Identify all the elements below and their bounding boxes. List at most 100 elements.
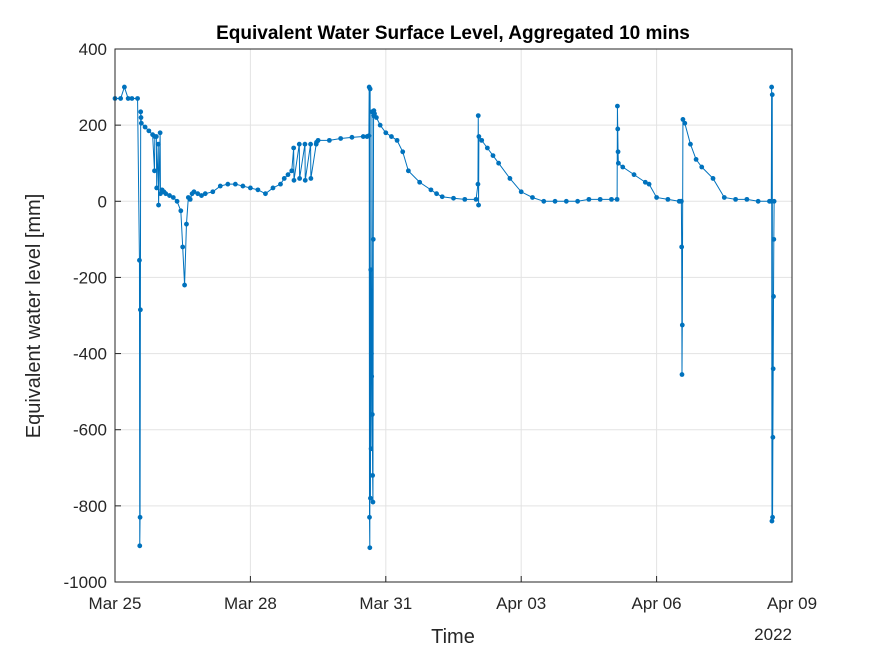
- data-point: [156, 202, 161, 208]
- data-point: [217, 183, 223, 189]
- data-point: [182, 282, 187, 288]
- data-point: [367, 514, 372, 520]
- data-point: [187, 196, 193, 202]
- x-axis-label: Time: [431, 626, 475, 648]
- data-point: [137, 543, 143, 549]
- data-point: [263, 191, 268, 197]
- data-point: [366, 133, 372, 139]
- data-point: [240, 183, 246, 189]
- x-tick-label: Mar 25: [89, 594, 142, 613]
- data-point: [451, 195, 456, 201]
- data-point: [137, 257, 142, 263]
- plot-area: [115, 49, 792, 582]
- data-point: [615, 126, 621, 132]
- y-tick-label: -400: [73, 345, 107, 364]
- data-point: [297, 176, 303, 181]
- data-point: [270, 185, 276, 191]
- data-point: [142, 124, 148, 130]
- data-point: [118, 96, 124, 101]
- data-point: [326, 137, 332, 143]
- data-point: [679, 322, 685, 328]
- data-point: [369, 374, 375, 379]
- data-point: [374, 115, 379, 120]
- data-point: [191, 189, 197, 195]
- data-point: [755, 198, 761, 204]
- x-tick-label: Apr 03: [496, 594, 546, 613]
- data-point: [417, 179, 423, 185]
- data-point: [597, 196, 603, 202]
- data-point: [178, 208, 184, 214]
- series-layer: [112, 84, 777, 551]
- data-point: [129, 96, 135, 101]
- data-point: [665, 196, 671, 202]
- data-point: [615, 103, 620, 109]
- data-point: [693, 157, 699, 162]
- y-tick-label: 200: [79, 116, 107, 135]
- y-tick-label: 400: [79, 40, 107, 59]
- data-point: [615, 160, 621, 166]
- data-point: [405, 168, 411, 174]
- data-point: [210, 189, 216, 195]
- data-point: [682, 120, 688, 126]
- data-point: [370, 236, 376, 242]
- data-point: [199, 193, 204, 198]
- data-point: [771, 294, 776, 299]
- data-point: [770, 366, 776, 372]
- data-point: [368, 495, 373, 501]
- data-point: [146, 128, 152, 134]
- chart-title: Equivalent Water Surface Level, Aggregat…: [216, 23, 690, 44]
- data-point: [367, 545, 373, 551]
- data-point: [394, 137, 400, 143]
- data-point: [302, 177, 308, 183]
- data-point: [372, 111, 377, 117]
- data-point: [370, 473, 376, 478]
- data-point: [439, 194, 445, 200]
- data-point: [368, 446, 374, 452]
- x-tick-label: Apr 06: [632, 594, 682, 613]
- data-point: [138, 109, 144, 115]
- data-point: [184, 221, 189, 227]
- data-point: [174, 198, 180, 204]
- data-point: [167, 193, 172, 198]
- data-point: [654, 195, 659, 200]
- data-point: [338, 136, 344, 141]
- data-point: [679, 244, 685, 250]
- data-point: [278, 181, 283, 187]
- data-point: [771, 236, 777, 242]
- data-point: [137, 307, 143, 313]
- data-point: [285, 172, 291, 178]
- data-point: [769, 518, 775, 524]
- data-point: [434, 191, 439, 197]
- data-point: [152, 168, 157, 174]
- x-tick-label: Apr 09: [767, 594, 817, 613]
- data-point: [428, 187, 434, 193]
- data-point: [507, 176, 513, 181]
- data-point: [710, 176, 716, 181]
- data-point: [563, 198, 569, 204]
- x-tick-label: Mar 31: [359, 594, 412, 613]
- data-point: [620, 164, 626, 170]
- data-point: [615, 149, 621, 155]
- y-tick-label: -800: [73, 497, 107, 516]
- data-point: [122, 84, 127, 90]
- data-point: [475, 113, 481, 119]
- data-point: [291, 145, 297, 151]
- x-axis-year-label: 2022: [754, 625, 792, 644]
- data-point: [680, 117, 686, 122]
- data-point: [125, 96, 131, 101]
- data-point: [135, 96, 140, 101]
- data-point: [155, 141, 161, 147]
- data-point: [586, 196, 592, 202]
- data-point: [154, 185, 160, 191]
- data-point: [614, 196, 620, 202]
- data-point: [679, 372, 685, 377]
- data-point: [281, 176, 287, 181]
- data-point: [370, 499, 376, 505]
- data-point: [369, 412, 375, 417]
- data-point: [541, 198, 547, 204]
- data-point: [383, 130, 389, 136]
- data-point: [289, 168, 295, 174]
- data-point: [225, 181, 231, 187]
- data-point: [490, 153, 496, 159]
